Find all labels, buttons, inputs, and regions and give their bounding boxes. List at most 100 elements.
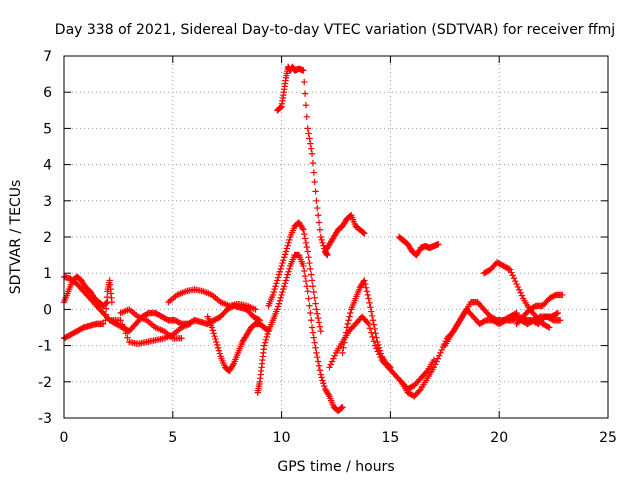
data-point <box>341 334 349 341</box>
data-point <box>344 320 351 328</box>
data-point <box>308 277 316 284</box>
data-point <box>301 267 308 275</box>
data-point <box>512 310 519 317</box>
data-point <box>341 339 348 346</box>
y-tick-label: 0 <box>43 302 52 318</box>
data-point <box>214 344 222 351</box>
data-point <box>286 265 293 273</box>
data-point <box>303 283 311 290</box>
y-tick-label: -3 <box>38 411 52 427</box>
data-point <box>274 303 282 310</box>
data-point <box>370 321 378 328</box>
data-point <box>416 387 423 394</box>
data-point <box>506 266 514 273</box>
series-s6 <box>117 306 185 342</box>
data-point <box>546 324 553 331</box>
x-tick-label: 15 <box>381 430 399 446</box>
data-point <box>260 342 268 349</box>
data-point <box>272 283 279 290</box>
data-point <box>281 251 289 258</box>
data-point <box>264 330 271 338</box>
data-point <box>124 334 131 341</box>
data-point <box>318 236 325 244</box>
data-point <box>363 288 371 295</box>
data-point <box>377 350 385 357</box>
data-point <box>310 334 318 341</box>
data-point <box>318 374 325 381</box>
data-point <box>375 341 382 349</box>
x-tick-label: 20 <box>490 430 508 446</box>
data-point <box>512 277 519 285</box>
data-point <box>280 285 287 293</box>
data-point <box>314 314 322 322</box>
series-s14 <box>339 277 394 371</box>
data-point <box>307 271 315 278</box>
data-point <box>261 339 269 346</box>
data-point <box>283 274 291 281</box>
data-point <box>387 364 394 371</box>
data-point <box>312 188 319 195</box>
data-point <box>310 169 318 176</box>
data-point <box>312 300 319 307</box>
data-point <box>269 291 277 299</box>
data-point <box>314 358 322 365</box>
data-point <box>275 271 283 278</box>
data-point <box>371 325 378 333</box>
data-point <box>331 352 338 359</box>
tick-layer: 0 5 10 15 20 25 -3 -2 -1 0 1 2 3 4 5 6 7 <box>38 49 617 446</box>
data-point <box>309 283 317 290</box>
data-point <box>277 294 284 302</box>
data-point <box>516 286 523 294</box>
data-point <box>303 113 311 121</box>
data-point <box>510 275 518 282</box>
data-point <box>120 325 128 333</box>
series-s8 <box>204 313 272 375</box>
data-point <box>513 309 520 317</box>
data-point <box>302 277 310 285</box>
data-point <box>321 382 328 390</box>
data-point <box>313 349 320 357</box>
data-point <box>281 254 288 261</box>
data-point <box>362 284 370 291</box>
data-point <box>301 272 309 280</box>
data-point <box>435 352 443 359</box>
data-point <box>347 309 354 317</box>
data-point <box>434 355 442 362</box>
data-point <box>103 299 110 307</box>
data-point <box>316 367 324 374</box>
series-s7 <box>165 286 259 313</box>
data-point <box>208 324 216 331</box>
data-point <box>308 324 316 331</box>
data-point <box>314 204 321 212</box>
data-point <box>365 295 372 302</box>
data-point <box>306 135 313 142</box>
data-point <box>360 229 367 236</box>
data-point <box>304 125 311 132</box>
data-point <box>275 300 283 307</box>
data-point <box>300 262 307 270</box>
y-tick-label: 3 <box>43 194 52 210</box>
data-layer <box>60 63 566 414</box>
data-point <box>310 288 318 296</box>
data-point <box>302 102 310 109</box>
data-point <box>339 349 346 357</box>
data-point <box>345 317 352 324</box>
data-point <box>508 269 515 276</box>
data-point <box>311 294 318 302</box>
data-point <box>263 333 271 341</box>
data-point <box>328 358 336 365</box>
data-point <box>368 308 375 315</box>
series-s11 <box>274 63 331 259</box>
series-s20 <box>517 313 564 328</box>
data-point <box>314 212 322 219</box>
data-point <box>386 363 393 370</box>
data-point <box>281 280 289 287</box>
chart-title: Day 338 of 2021, Sidereal Day-to-day VTE… <box>55 22 615 38</box>
data-point <box>315 219 323 226</box>
data-point <box>277 265 284 273</box>
data-point <box>376 347 384 354</box>
data-point <box>119 321 126 328</box>
data-point <box>304 288 311 295</box>
data-point <box>313 197 320 204</box>
data-point <box>284 271 291 278</box>
